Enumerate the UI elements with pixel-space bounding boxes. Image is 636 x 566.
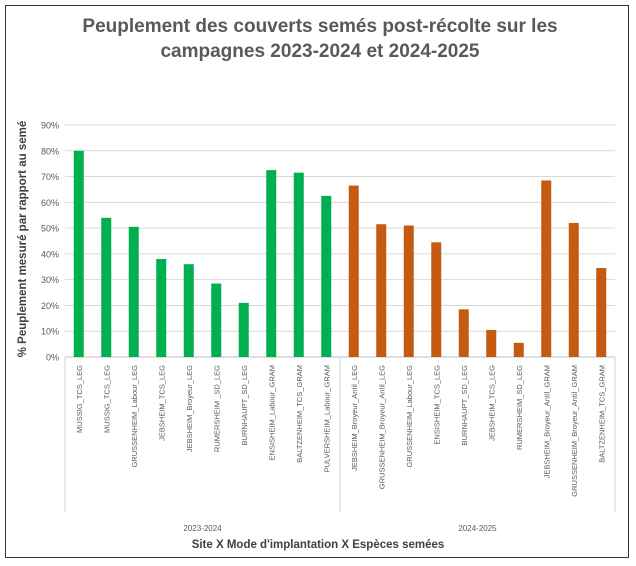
- x-tick-label: JEBSHEIM_Broyeur_Antil_GRAM: [542, 365, 551, 478]
- bar: [266, 170, 277, 357]
- bar: [238, 302, 249, 357]
- y-tick-label: 20%: [41, 301, 59, 311]
- y-tick-label: 60%: [41, 198, 59, 208]
- bar: [376, 224, 387, 357]
- x-tick-label: JEBSHEIM_Broyeur_Antil_LEG: [350, 365, 359, 471]
- x-tick-label: GRUSSENHEIM_Labour_LEG: [130, 365, 139, 468]
- x-tick-label: MUSSIG_TCS_LEG: [102, 365, 111, 433]
- y-tick-label: 30%: [41, 275, 59, 285]
- bar: [431, 242, 442, 357]
- x-tick-label: ENSISHEIM_Labour_GRAM: [267, 365, 276, 460]
- y-tick-label: 90%: [41, 121, 59, 131]
- x-tick-label: RUMERSHEIM _SD_LEG: [212, 365, 221, 452]
- y-tick-label: 80%: [41, 146, 59, 156]
- bar: [486, 329, 497, 357]
- x-tick-label: JEBSHEIM_TCS_LEG: [487, 365, 496, 441]
- title-line-2: campagnes 2023-2024 et 2024-2025: [160, 41, 480, 62]
- x-tick-label: PULVERSHEIM_Labour_GRAM: [322, 365, 331, 472]
- title-line-1: Peuplement des couverts semés post-récol…: [82, 16, 558, 37]
- x-tick-label: BALTZENHEIM_TCS_GRAM: [295, 365, 304, 463]
- group-label: 2023-2024: [183, 524, 222, 533]
- y-tick-label: 70%: [41, 172, 59, 182]
- x-tick-label: GRUSSENHEIM_Broyeur_Antil_GRAM: [570, 365, 579, 497]
- bar: [73, 150, 84, 357]
- bar: [321, 195, 332, 357]
- x-tick-label: RUMERSHEIM_SD_LEG: [515, 365, 524, 450]
- x-tick-label: ENSISHEIM_TCS_LEG: [432, 365, 441, 445]
- bar: [128, 226, 139, 357]
- bar: [568, 222, 579, 357]
- y-tick-label: 40%: [41, 249, 59, 259]
- chart-title: Peuplement des couverts semés post-récol…: [40, 14, 600, 64]
- bar: [211, 283, 222, 357]
- bar: [156, 259, 167, 357]
- x-tick-label: JEBSHEIM_Broyeur_LEG: [185, 365, 194, 452]
- group-label: 2024-2025: [458, 524, 497, 533]
- bar: [293, 172, 304, 357]
- x-axis-title: Site X Mode d'implantation X Espèces sem…: [191, 539, 445, 551]
- bar: [596, 268, 607, 357]
- bar: [101, 217, 112, 357]
- bar: [348, 185, 359, 357]
- x-tick-label: BALTZENHEIM_TCS_GRAM: [597, 365, 606, 463]
- x-tick-label: GRUSSENHEIM_Labour_LEG: [405, 365, 414, 468]
- x-tick-label: BURNHAUPT_SD_LEG: [460, 365, 469, 446]
- bar: [541, 180, 552, 357]
- x-tick-label: GRUSSENHEIM_Broyeur_Antil_LEG: [377, 365, 386, 489]
- bar: [513, 342, 524, 357]
- y-tick-label: 0%: [46, 353, 59, 363]
- y-tick-label: 10%: [41, 327, 59, 337]
- x-tick-label: MUSSIG_TCS_LEG: [75, 365, 84, 433]
- bar: [183, 264, 194, 357]
- x-tick-label: JEBSHEIM_TCS_LEG: [157, 365, 166, 441]
- chart-frame: [5, 5, 629, 558]
- y-tick-label: 50%: [41, 224, 59, 234]
- bar: [403, 225, 414, 357]
- bar: [458, 309, 469, 357]
- x-tick-label: BURNHAUPT_SD_LEG: [240, 365, 249, 446]
